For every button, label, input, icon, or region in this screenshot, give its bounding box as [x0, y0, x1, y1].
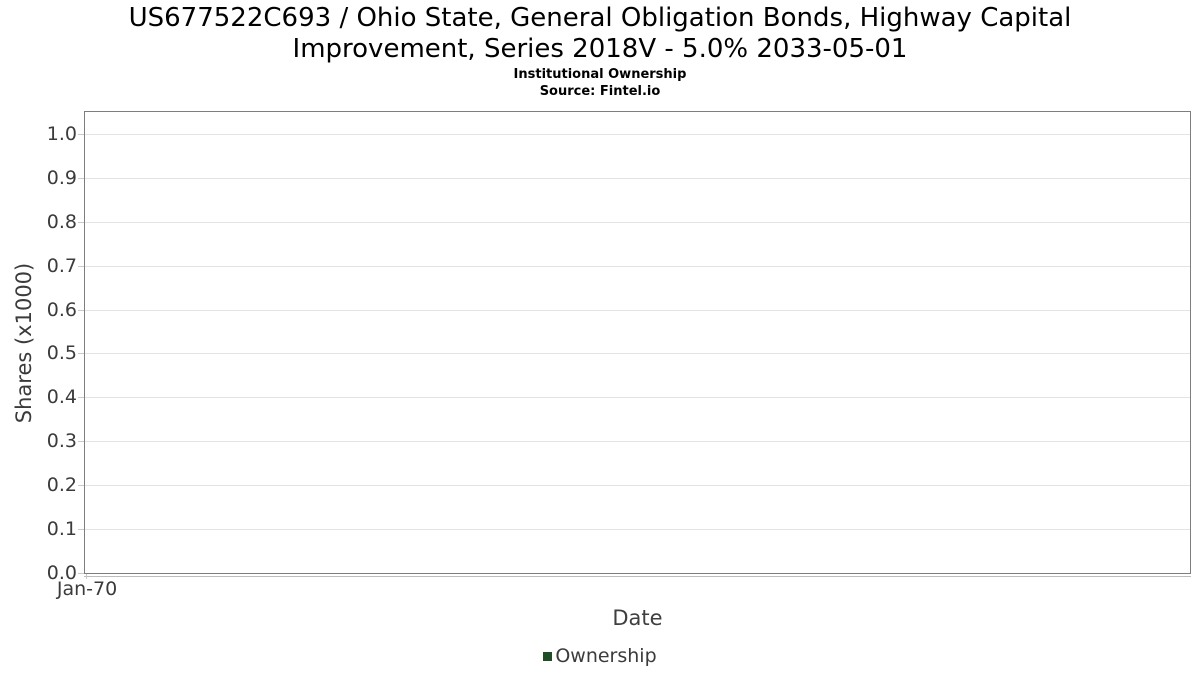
gridline	[85, 353, 1190, 355]
y-tick-label: 0.1	[46, 518, 77, 541]
y-tick-label: 0.0	[46, 562, 77, 584]
plot-area	[84, 111, 1191, 574]
y-tick-mark	[78, 441, 84, 443]
gridline	[85, 309, 1190, 311]
y-tick-mark	[78, 221, 84, 223]
chart-title-line-2: Improvement, Series 2018V - 5.0% 2033-05…	[292, 34, 908, 64]
gridline	[85, 485, 1190, 487]
y-tick-mark	[78, 397, 84, 399]
x-axis-label: Date	[612, 606, 663, 630]
chart-subtitle: Institutional Ownership	[513, 67, 687, 82]
chart-title: US677522C693 / Ohio State, General Oblig…	[0, 3, 1200, 65]
legend: Ownership	[0, 645, 1200, 667]
legend-item-ownership[interactable]: Ownership	[543, 645, 657, 667]
gridline	[85, 133, 1190, 135]
y-tick-mark	[78, 265, 84, 267]
y-tick-label: 0.6	[46, 298, 77, 321]
x-tick-mark	[86, 574, 87, 579]
gridline	[85, 177, 1190, 179]
x-tick-label: Jan-70	[56, 578, 118, 600]
gridline	[85, 441, 1190, 443]
y-tick-label: 1.0	[46, 122, 77, 145]
gridline	[85, 221, 1190, 223]
y-tick-mark	[78, 177, 84, 179]
y-tick-label: 0.3	[46, 430, 77, 453]
y-tick-mark	[78, 529, 84, 531]
legend-marker-icon	[543, 651, 553, 661]
y-tick-label: 0.7	[46, 254, 77, 277]
chart-title-line-1: US677522C693 / Ohio State, General Oblig…	[128, 3, 1072, 33]
gridline	[85, 265, 1190, 267]
legend-label: Ownership	[555, 645, 657, 667]
y-tick-mark	[78, 309, 84, 311]
y-tick-label: 0.5	[46, 342, 77, 365]
y-tick-mark	[78, 353, 84, 355]
y-tick-label: 0.2	[46, 474, 77, 497]
y-tick-mark	[78, 485, 84, 487]
y-tick-label: 0.8	[46, 210, 77, 233]
gridline	[85, 397, 1190, 399]
x-axis-line	[84, 576, 1191, 577]
y-tick-mark	[78, 573, 84, 574]
y-tick-label: 0.4	[46, 386, 77, 409]
chart-source: Source: Fintel.io	[539, 84, 661, 99]
y-tick-mark	[78, 133, 84, 135]
gridline	[85, 529, 1190, 531]
y-tick-label: 0.9	[46, 166, 77, 189]
